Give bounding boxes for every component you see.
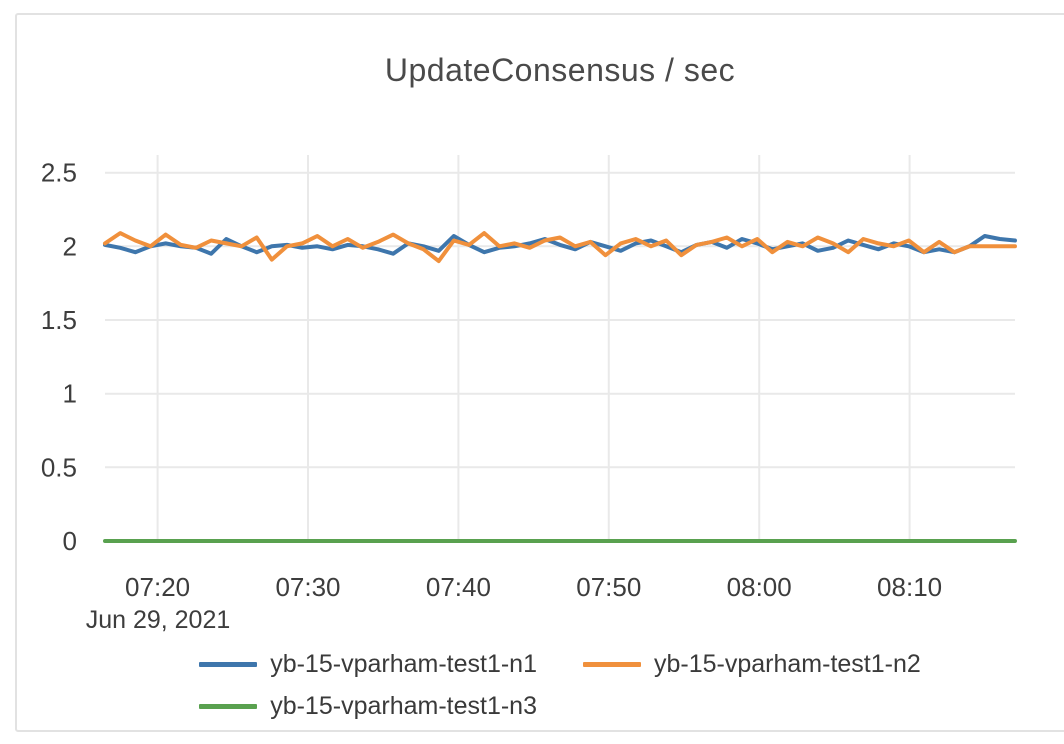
legend-item-n2[interactable]: yb-15-vparham-test1-n2 — [583, 650, 921, 679]
legend-swatch-n1-icon — [199, 662, 258, 667]
legend-swatch-n3-icon — [199, 704, 258, 709]
legend-label-n2: yb-15-vparham-test1-n2 — [654, 650, 921, 678]
legend-item-n1[interactable]: yb-15-vparham-test1-n1 — [199, 650, 537, 679]
x-tick-label: 07:40 — [426, 572, 491, 602]
series-line-n1 — [103, 234, 1017, 256]
y-tick-label: 0.5 — [41, 452, 77, 482]
y-tick-label: 0 — [63, 526, 77, 556]
y-tick-label: 2.5 — [41, 158, 77, 188]
x-axis-date-label: Jun 29, 2021 — [85, 606, 231, 634]
legend-item-n3[interactable]: yb-15-vparham-test1-n3 — [199, 692, 537, 721]
x-tick-label: 07:50 — [576, 572, 641, 602]
legend-swatch-n2-icon — [583, 662, 641, 667]
series-line-n2 — [103, 231, 1017, 264]
legend-label-n3: yb-15-vparham-test1-n3 — [270, 692, 537, 720]
legend-label-n1: yb-15-vparham-test1-n1 — [270, 650, 537, 678]
legend: yb-15-vparham-test1-n1 yb-15-vparham-tes… — [105, 650, 1015, 734]
y-tick-label: 2 — [63, 231, 77, 261]
x-tick-label: 07:20 — [125, 572, 190, 602]
chart-title: UpdateConsensus / sec — [384, 52, 736, 88]
legend-row-1: yb-15-vparham-test1-n1 yb-15-vparham-tes… — [199, 650, 921, 679]
x-tick-label: 07:30 — [275, 572, 340, 602]
legend-rows: yb-15-vparham-test1-n1 yb-15-vparham-tes… — [199, 650, 921, 734]
x-tick-label: 08:00 — [727, 572, 792, 602]
chart-card — [15, 13, 1064, 732]
legend-row-2: yb-15-vparham-test1-n3 — [199, 692, 537, 721]
y-tick-label: 1 — [63, 379, 77, 409]
y-tick-label: 1.5 — [41, 305, 77, 335]
x-tick-label: 08:10 — [877, 572, 942, 602]
